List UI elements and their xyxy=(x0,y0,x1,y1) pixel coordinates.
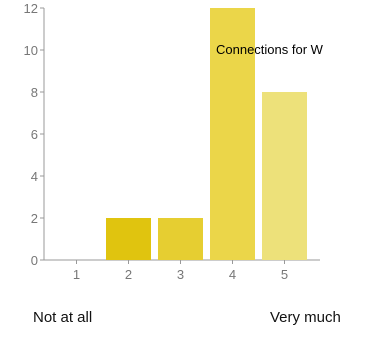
x-tick-label: 5 xyxy=(281,267,288,282)
x-axis: 1 2 3 4 5 xyxy=(44,259,320,282)
x-tick-label: 1 xyxy=(73,267,80,282)
bars xyxy=(106,8,307,260)
x-tick-label: 3 xyxy=(177,267,184,282)
y-tick-label: 4 xyxy=(31,169,38,184)
y-tick-label: 10 xyxy=(24,43,38,58)
y-tick-label: 2 xyxy=(31,211,38,226)
chart-annotation: Connections for W xyxy=(216,42,324,57)
y-tick-label: 12 xyxy=(24,1,38,16)
scale-label-high: Very much xyxy=(270,309,341,326)
bar xyxy=(262,92,307,260)
y-axis: 0 2 4 6 8 10 12 xyxy=(24,1,45,268)
x-tick-label: 4 xyxy=(229,267,236,282)
y-tick-label: 6 xyxy=(31,127,38,142)
y-tick-label: 0 xyxy=(31,253,38,268)
bar xyxy=(158,218,203,260)
bar xyxy=(210,8,255,260)
x-tick-label: 2 xyxy=(125,267,132,282)
bar xyxy=(106,218,151,260)
y-tick-label: 8 xyxy=(31,85,38,100)
scale-label-low: Not at all xyxy=(33,309,93,326)
